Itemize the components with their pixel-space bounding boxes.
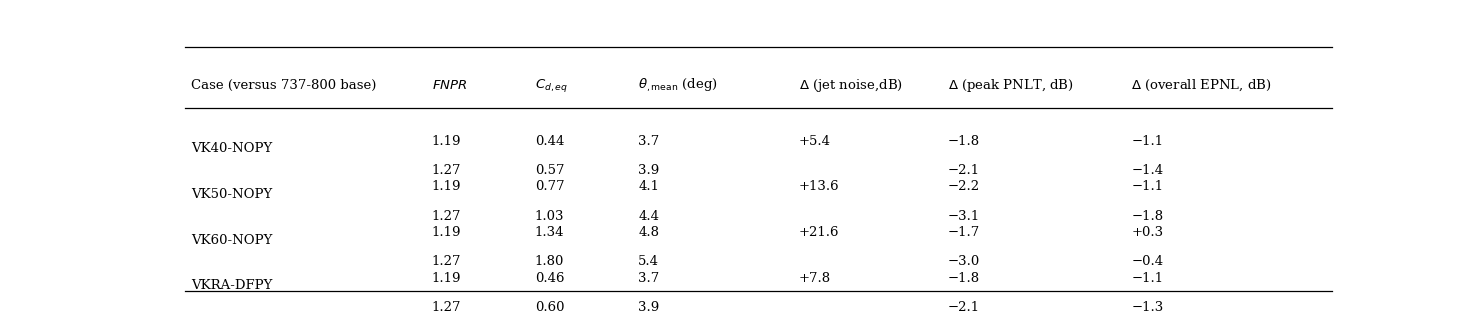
Text: +21.6: +21.6 bbox=[799, 226, 839, 239]
Text: $\Delta$ (jet noise,dB): $\Delta$ (jet noise,dB) bbox=[799, 77, 903, 94]
Text: 4.4: 4.4 bbox=[638, 210, 659, 223]
Text: −0.4: −0.4 bbox=[1131, 255, 1163, 268]
Text: +13.6: +13.6 bbox=[799, 181, 839, 193]
Text: +0.3: +0.3 bbox=[1131, 226, 1163, 239]
Text: 1.19: 1.19 bbox=[432, 272, 462, 285]
Text: Case (versus 737-800 base): Case (versus 737-800 base) bbox=[191, 79, 376, 92]
Text: 0.46: 0.46 bbox=[534, 272, 564, 285]
Text: VK40-NOPY: VK40-NOPY bbox=[191, 142, 272, 155]
Text: $C_{d,eq}$: $C_{d,eq}$ bbox=[534, 77, 568, 94]
Text: 0.57: 0.57 bbox=[534, 164, 564, 177]
Text: −1.8: −1.8 bbox=[947, 272, 980, 285]
Text: $\theta_{,\mathrm{mean}}$ (deg): $\theta_{,\mathrm{mean}}$ (deg) bbox=[638, 77, 718, 94]
Text: −1.3: −1.3 bbox=[1131, 301, 1163, 314]
Text: 5.4: 5.4 bbox=[638, 255, 659, 268]
Text: 1.19: 1.19 bbox=[432, 135, 462, 148]
Text: −1.1: −1.1 bbox=[1131, 135, 1163, 148]
Text: −2.1: −2.1 bbox=[947, 164, 980, 177]
Text: −1.4: −1.4 bbox=[1131, 164, 1163, 177]
Text: 0.77: 0.77 bbox=[534, 181, 564, 193]
Text: $\mathit{FNPR}$: $\mathit{FNPR}$ bbox=[432, 79, 468, 92]
Text: 1.27: 1.27 bbox=[432, 210, 462, 223]
Text: −1.8: −1.8 bbox=[1131, 210, 1163, 223]
Text: $\Delta$ (peak PNLT, dB): $\Delta$ (peak PNLT, dB) bbox=[947, 77, 1073, 94]
Text: VKRA-DFPY: VKRA-DFPY bbox=[191, 279, 272, 292]
Text: 0.60: 0.60 bbox=[534, 301, 564, 314]
Text: +5.4: +5.4 bbox=[799, 135, 830, 148]
Text: 1.34: 1.34 bbox=[534, 226, 564, 239]
Text: −2.1: −2.1 bbox=[947, 301, 980, 314]
Text: −1.1: −1.1 bbox=[1131, 272, 1163, 285]
Text: 3.7: 3.7 bbox=[638, 272, 659, 285]
Text: +7.8: +7.8 bbox=[799, 272, 830, 285]
Text: 1.27: 1.27 bbox=[432, 164, 462, 177]
Text: −2.2: −2.2 bbox=[947, 181, 980, 193]
Text: −1.7: −1.7 bbox=[947, 226, 980, 239]
Text: −3.1: −3.1 bbox=[947, 210, 980, 223]
Text: −1.8: −1.8 bbox=[947, 135, 980, 148]
Text: VK60-NOPY: VK60-NOPY bbox=[191, 234, 272, 247]
Text: VK50-NOPY: VK50-NOPY bbox=[191, 188, 272, 201]
Text: 1.19: 1.19 bbox=[432, 181, 462, 193]
Text: −3.0: −3.0 bbox=[947, 255, 980, 268]
Text: 1.80: 1.80 bbox=[534, 255, 564, 268]
Text: 1.27: 1.27 bbox=[432, 255, 462, 268]
Text: 3.9: 3.9 bbox=[638, 164, 659, 177]
Text: 1.27: 1.27 bbox=[432, 301, 462, 314]
Text: 1.03: 1.03 bbox=[534, 210, 564, 223]
Text: $\Delta$ (overall EPNL, dB): $\Delta$ (overall EPNL, dB) bbox=[1131, 78, 1271, 93]
Text: 1.19: 1.19 bbox=[432, 226, 462, 239]
Text: 4.1: 4.1 bbox=[638, 181, 659, 193]
Text: 4.8: 4.8 bbox=[638, 226, 659, 239]
Text: 3.9: 3.9 bbox=[638, 301, 659, 314]
Text: −1.1: −1.1 bbox=[1131, 181, 1163, 193]
Text: 3.7: 3.7 bbox=[638, 135, 659, 148]
Text: 0.44: 0.44 bbox=[534, 135, 564, 148]
